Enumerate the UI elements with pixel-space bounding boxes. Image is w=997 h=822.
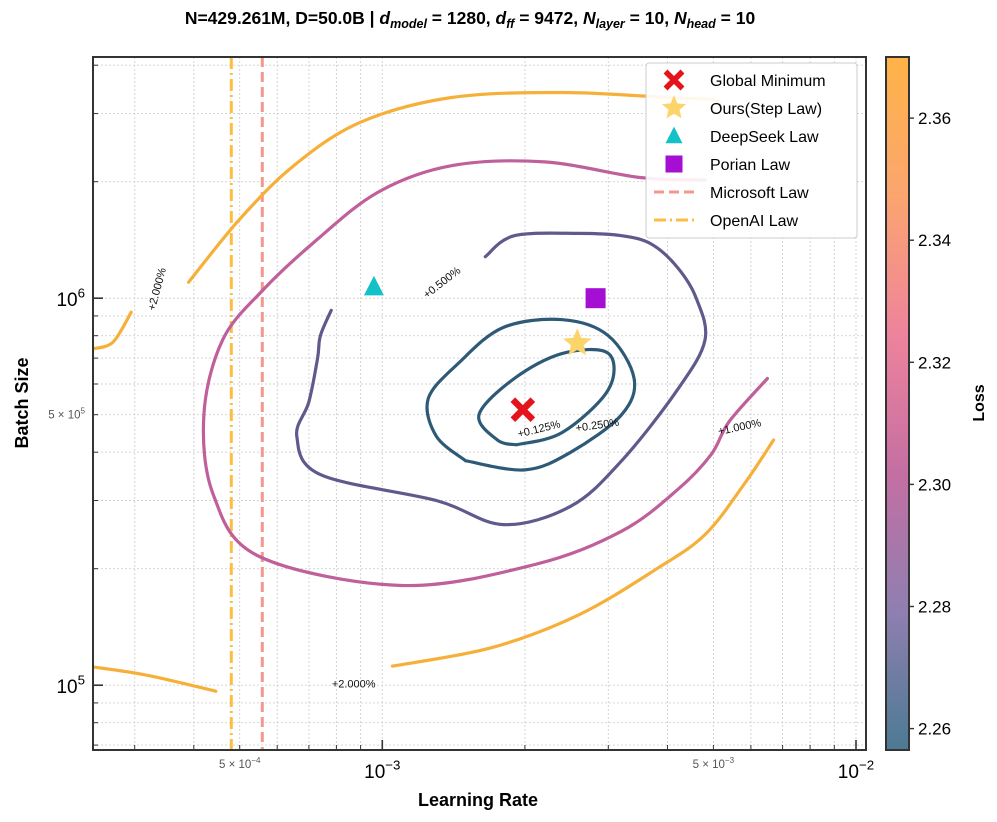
contour-label: +2.000% xyxy=(332,679,376,691)
legend-item: Porian Law xyxy=(665,155,790,174)
legend-item: Microsoft Law xyxy=(654,185,809,202)
colorbar-tick-label: 2.28 xyxy=(918,598,951,617)
colorbar-tick-label: 2.36 xyxy=(918,109,951,128)
legend-label: Ours(Step Law) xyxy=(710,101,822,118)
y-tick-label: 106 xyxy=(56,286,85,312)
contour-line xyxy=(93,665,218,693)
legend-item: Global Minimum xyxy=(663,69,826,91)
grid xyxy=(93,57,866,750)
x-axis-label: Learning Rate xyxy=(418,790,538,810)
contour-line xyxy=(201,159,769,588)
global-minimum-marker xyxy=(510,397,536,423)
reference-lines xyxy=(229,57,264,750)
legend-item: Ours(Step Law) xyxy=(661,95,822,119)
legend-label: OpenAI Law xyxy=(710,213,799,230)
legend-frame xyxy=(645,62,858,239)
chart-title: N=429.261M, D=50.0B | dmodel = 1280, dff… xyxy=(185,8,756,31)
contour-lines xyxy=(93,90,776,693)
colorbar-tick-label: 2.26 xyxy=(918,720,951,739)
contour-line xyxy=(295,231,708,527)
x-minor-tick-label: 5 × 10−3 xyxy=(693,756,735,771)
colorbar-tick-label: 2.30 xyxy=(918,475,951,494)
legend-label: DeepSeek Law xyxy=(710,129,819,146)
x-tick-label: 10−3 xyxy=(364,757,400,783)
markers xyxy=(363,275,606,423)
legend-label: Microsoft Law xyxy=(710,185,809,202)
colorbar xyxy=(885,56,910,751)
deepseek-law-marker xyxy=(363,275,384,296)
contour-line xyxy=(93,310,133,351)
y-tick-label: 105 xyxy=(56,673,85,699)
y-minor-tick-label: 5 × 105 xyxy=(48,407,85,422)
porian-law-marker xyxy=(585,288,606,309)
legend: Global Minimum Ours(Step Law) DeepSeek Law… xyxy=(645,62,858,239)
axis-tick-labels: 10−3 10−2 105 106 5 × 10−4 5 × 10−3 5 × 105 xyxy=(48,286,874,783)
contour-line xyxy=(390,438,776,668)
contour-line xyxy=(477,347,616,447)
legend-item: OpenAI Law xyxy=(654,213,799,230)
contour-line xyxy=(425,317,637,472)
colorbar-tick-label: 2.32 xyxy=(918,353,951,372)
legend-label: Porian Law xyxy=(710,157,790,174)
legend-item: DeepSeek Law xyxy=(665,126,819,146)
y-axis-label: Batch Size xyxy=(12,357,32,448)
colorbar-tick-label: 2.34 xyxy=(918,231,951,250)
plot-frame xyxy=(92,56,867,751)
ours-step-law--marker xyxy=(563,328,592,356)
colorbar-label: Loss xyxy=(971,384,988,421)
x-tick-label: 10−2 xyxy=(838,757,874,783)
x-minor-tick-label: 5 × 10−4 xyxy=(219,756,261,771)
colorbar-ticks: 2.26 2.28 2.30 2.32 2.34 2.36 xyxy=(909,109,951,739)
legend-label: Global Minimum xyxy=(710,73,826,90)
